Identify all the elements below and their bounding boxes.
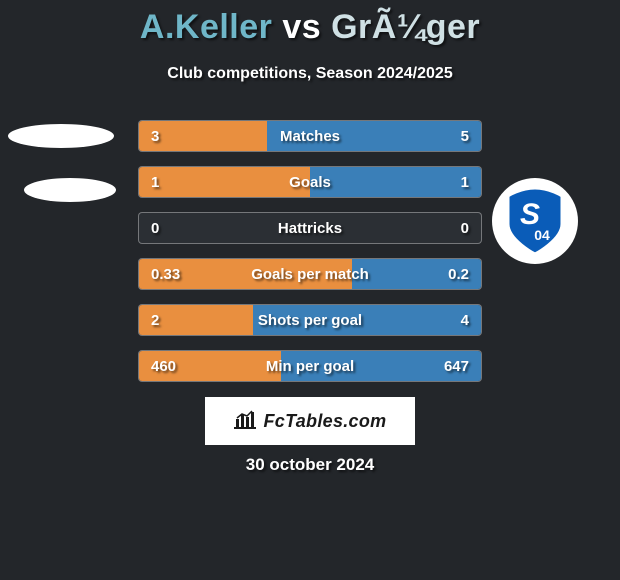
bar-label: Hattricks <box>139 213 481 243</box>
club-badge: S 04 <box>492 178 578 264</box>
bar-label: Goals per match <box>139 259 481 289</box>
bar-value-right: 4 <box>461 305 469 335</box>
comparison-bars: Matches3 5 Goals1 1 Hattricks0 0 Goals per mat… <box>138 120 482 396</box>
bar-value-left: 460 <box>151 351 176 381</box>
bar-row: Goals per match0.33 0.2 <box>138 258 482 290</box>
bar-value-left: 3 <box>151 121 159 151</box>
bar-row: Hattricks0 0 <box>138 212 482 244</box>
bar-label: Shots per goal <box>139 305 481 335</box>
bar-row: Goals1 1 <box>138 166 482 198</box>
chart-icon <box>234 409 256 434</box>
bar-label: Min per goal <box>139 351 481 381</box>
placeholder-ellipse <box>8 124 114 148</box>
bar-row: Matches3 5 <box>138 120 482 152</box>
title-player-right: GrÃ¼ger <box>331 8 480 46</box>
watermark-text: FcTables.com <box>264 411 387 432</box>
title-vs: vs <box>272 8 331 46</box>
bar-value-right: 1 <box>461 167 469 197</box>
title-player-left: A.Keller <box>140 8 273 46</box>
bar-value-right: 0 <box>461 213 469 243</box>
bar-value-left: 1 <box>151 167 159 197</box>
watermark: FcTables.com <box>205 397 415 445</box>
bar-row: Min per goal460 647 <box>138 350 482 382</box>
bar-value-left: 0 <box>151 213 159 243</box>
bar-value-right: 0.2 <box>448 259 469 289</box>
bar-value-left: 2 <box>151 305 159 335</box>
bar-value-right: 5 <box>461 121 469 151</box>
bar-value-left: 0.33 <box>151 259 180 289</box>
bar-row: Shots per goal2 4 <box>138 304 482 336</box>
bar-label: Matches <box>139 121 481 151</box>
shield-icon: S 04 <box>496 182 574 260</box>
subtitle: Club competitions, Season 2024/2025 <box>0 65 620 83</box>
page-title: A.Keller vs GrÃ¼ger <box>0 0 620 47</box>
svg-text:04: 04 <box>534 227 550 243</box>
bar-label: Goals <box>139 167 481 197</box>
placeholder-ellipse <box>24 178 116 202</box>
footer-date: 30 october 2024 <box>0 455 620 475</box>
bar-value-right: 647 <box>444 351 469 381</box>
